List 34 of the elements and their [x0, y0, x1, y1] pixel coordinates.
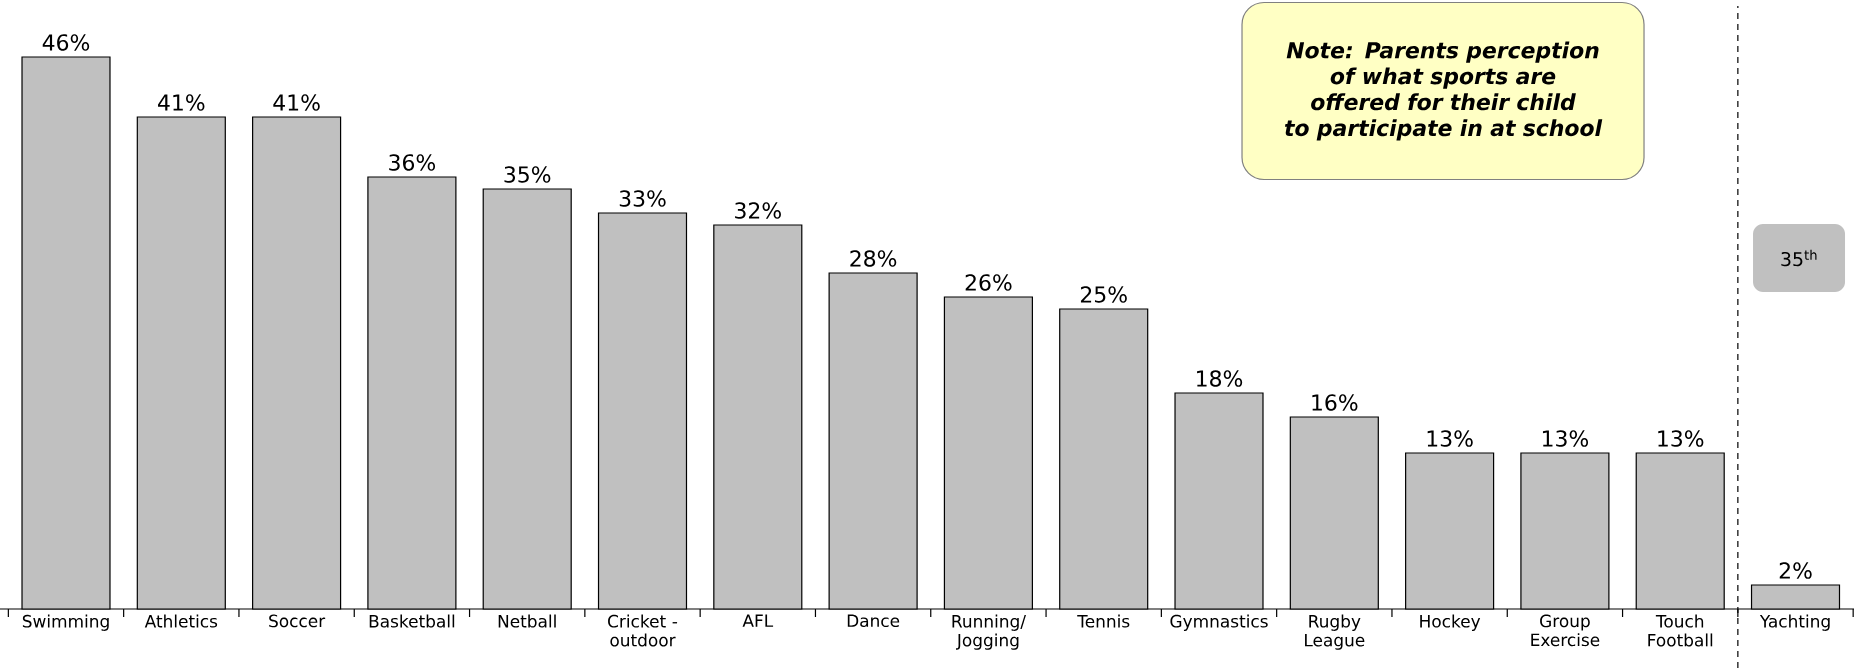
- data-label: 33%: [619, 190, 666, 207]
- data-label: 2%: [1779, 562, 1812, 579]
- data-label: 35%: [504, 166, 551, 183]
- data-label: 26%: [965, 274, 1012, 291]
- data-label: 28%: [850, 250, 897, 267]
- data-label: 36%: [389, 154, 436, 171]
- x-tick-label: Hockey: [1420, 614, 1481, 631]
- annotation: Note: Parents perception of what sports are offered for their child to participate in at school: [1284, 41, 1603, 141]
- x-tick-label: Gymnastics: [1170, 614, 1268, 631]
- x-tick-label: Netball: [498, 614, 556, 628]
- data-label: 18%: [1197, 370, 1243, 387]
- x-tick-label: Swimming: [22, 614, 109, 631]
- x-tick-label: Rugby League: [1305, 614, 1365, 650]
- x-tick-label: Group Exercise: [1531, 614, 1600, 647]
- data-label: 41%: [158, 94, 205, 111]
- data-label: 13%: [1427, 430, 1473, 447]
- x-tick-label: Athletics: [144, 614, 218, 628]
- x-tick-label: Running/ Jogging: [952, 614, 1026, 650]
- data-label: 41%: [273, 94, 320, 111]
- data-label: 32%: [735, 202, 781, 219]
- x-tick-label: Soccer: [269, 614, 326, 628]
- annotation: 35$^{th}$: [1781, 249, 1817, 267]
- x-tick-label: AFL: [742, 614, 774, 627]
- data-label: 46%: [42, 34, 90, 51]
- x-tick-label: Basketball: [369, 614, 455, 628]
- x-tick-label: Touch Football: [1648, 614, 1713, 647]
- x-tick-label: Dance: [847, 614, 900, 628]
- data-label: 16%: [1312, 394, 1358, 411]
- data-label: 13%: [1542, 430, 1589, 447]
- data-label: 25%: [1080, 286, 1127, 303]
- data-label: 13%: [1658, 430, 1704, 447]
- x-tick-label: Tennis: [1077, 614, 1130, 628]
- x-tick-label: Cricket - outdoor: [608, 614, 678, 647]
- x-tick-label: Yachting: [1759, 614, 1830, 631]
